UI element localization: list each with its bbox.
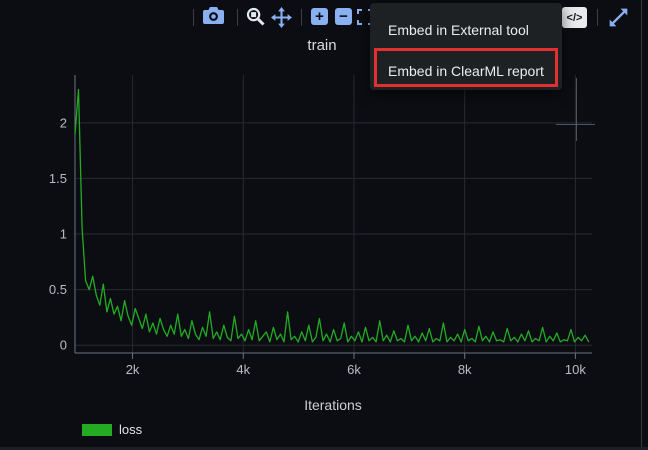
- zoom-out-button[interactable]: −: [335, 8, 352, 25]
- y-tick-label: 0: [60, 338, 67, 353]
- legend-item-loss[interactable]: loss: [82, 422, 142, 437]
- chart-title: train: [307, 37, 337, 54]
- x-tick-label: 4k: [236, 362, 250, 377]
- toolbar-separator: [237, 9, 238, 26]
- zoom-in-button[interactable]: +: [311, 8, 328, 25]
- legend-swatch: [82, 423, 112, 436]
- embed-code-button[interactable]: </>: [562, 7, 587, 28]
- x-tick-label: 8k: [458, 362, 472, 377]
- maximize-icon[interactable]: [608, 7, 629, 28]
- toolbar-separator: [597, 9, 598, 26]
- y-tick-label: 1: [60, 227, 67, 242]
- x-tick-label: 6k: [347, 362, 361, 377]
- box-zoom-icon[interactable]: [246, 7, 265, 26]
- y-tick-label: 1.5: [49, 171, 67, 186]
- toolbar-separator: [301, 9, 302, 26]
- embed-menu: Embed in External tool Embed in ClearML …: [370, 3, 562, 90]
- legend-label: loss: [119, 422, 143, 437]
- series-loss: [74, 88, 590, 343]
- panel-bottom-edge: [0, 447, 648, 450]
- camera-icon[interactable]: [203, 7, 224, 24]
- menu-item-embed-external[interactable]: Embed in External tool: [388, 22, 529, 38]
- pan-icon[interactable]: [271, 7, 292, 28]
- crosshair-vertical: [576, 78, 577, 141]
- toolbar-separator: [193, 9, 194, 26]
- x-tick-label: 2k: [126, 362, 140, 377]
- menu-item-embed-clearml-report[interactable]: Embed in ClearML report: [388, 63, 544, 79]
- panel-right-divider: [641, 0, 642, 450]
- x-axis-title: Iterations: [304, 397, 362, 413]
- y-tick-label: 0.5: [49, 282, 67, 297]
- crosshair-horizontal: [556, 124, 595, 125]
- x-tick-label: 10k: [565, 362, 586, 377]
- y-tick-label: 2: [60, 115, 67, 130]
